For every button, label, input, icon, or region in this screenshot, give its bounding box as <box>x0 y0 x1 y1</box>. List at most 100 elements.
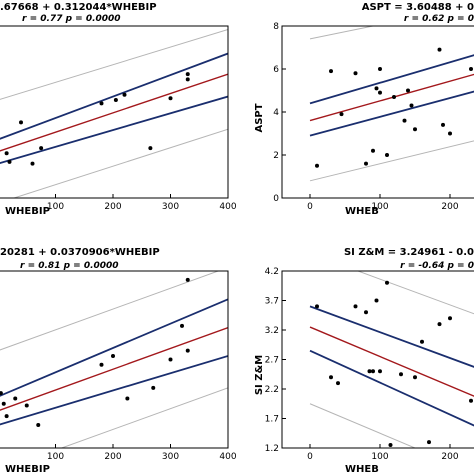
panel-bottom-left-plot-area <box>0 271 228 448</box>
panel-top-left-regression-line <box>0 73 228 152</box>
panel-top-left-x-tick-label: 400 <box>219 202 236 212</box>
panel-bottom-left-data-point <box>13 396 18 401</box>
panel-top-right-y-tick-label: 8 <box>273 22 279 32</box>
panel-top-left-data-point <box>7 159 12 164</box>
panel-top-right-data-point <box>364 161 368 166</box>
panel-top-right-data-point <box>409 103 414 108</box>
panel-bottom-right-x-tick-label: 200 <box>441 452 458 462</box>
panel-top-left-data-point <box>113 97 118 102</box>
panel-bottom-right-stats: r = -0.64 p = 0 <box>400 261 474 271</box>
panel-bottom-right-x-tick-label: 100 <box>371 452 388 462</box>
panel-top-right-title: ASPT = 3.60488 + 0 <box>362 2 474 13</box>
panel-top-right-data-point <box>371 148 375 153</box>
panel-top-right-data-point <box>315 163 319 168</box>
panel-bottom-right-data-point <box>364 310 368 315</box>
panel-top-left-data-point <box>30 161 35 166</box>
panel-top-left-data-point <box>99 101 104 106</box>
panel-bottom-left-data-point <box>36 422 41 427</box>
panel-top-left-xlabel: WHEBIP <box>5 206 50 217</box>
panel-bottom-right-regression-line <box>309 326 474 397</box>
panel-bottom-right-data-point <box>385 280 389 285</box>
panel-top-right-data-point <box>441 122 445 127</box>
panel-top-left-title: .67668 + 0.312044*WHEBIP <box>0 2 157 13</box>
panel-bottom-right-data-point <box>378 369 382 374</box>
panel-bottom-right-data-point <box>329 375 333 380</box>
panel-bottom-left-xlabel: WHEBIP <box>5 464 50 474</box>
panel-bottom-right: SI Z&M = 3.24961 - 0.0 r = -0.64 p = 0 S… <box>254 247 474 474</box>
panel-bottom-left: 20281 + 0.0370906*WHEBIP r = 0.81 p = 0.… <box>0 247 237 474</box>
panel-bottom-left-data-point <box>1 401 6 406</box>
panel-bottom-right-prediction-lower-line <box>309 403 417 448</box>
panel-top-right-frame <box>281 25 474 199</box>
panel-bottom-left-prediction-upper-line <box>0 271 220 351</box>
panel-bottom-right-xlabel: WHEB <box>345 464 379 474</box>
panel-bottom-right-y-tick-label: 3.2 <box>265 326 279 336</box>
panel-bottom-right-y-tick-label: 4.2 <box>265 267 279 277</box>
panel-top-right-data-point <box>378 67 382 71</box>
panel-bottom-right-data-point <box>374 298 379 303</box>
panel-bottom-left-data-point <box>185 277 190 282</box>
panel-top-right-data-point <box>353 71 358 76</box>
panel-bottom-left-x-tick-label: 100 <box>47 452 64 462</box>
panel-bottom-right-data-point <box>413 375 417 380</box>
panel-bottom-left-confidence-lower-line <box>0 355 228 426</box>
panel-top-right-stats: r = 0.62 p = 0 <box>404 14 474 24</box>
panel-top-right-x-tick-label: 100 <box>371 202 388 212</box>
panel-top-right-confidence-lower-line <box>309 90 474 137</box>
panel-top-right-data-point <box>339 112 344 117</box>
panel-bottom-right-data-point <box>437 322 442 327</box>
panel-bottom-right-frame <box>281 270 474 449</box>
panel-top-right-prediction-upper-line <box>309 26 376 40</box>
panel-bottom-right-data-point <box>469 398 473 403</box>
panel-top-right-confidence-upper-line <box>309 54 474 105</box>
panel-bottom-left-data-point <box>111 353 115 358</box>
panel-bottom-right-data-point <box>367 369 372 374</box>
panel-top-right-prediction-lower-line <box>309 140 474 182</box>
panel-bottom-left-data-point <box>24 403 29 408</box>
panel-top-right-data-point <box>329 69 333 74</box>
panel-top-right-data-point <box>448 131 452 136</box>
panel-top-right-data-point <box>378 90 382 95</box>
panel-bottom-left-confidence-upper-line <box>0 298 228 397</box>
panel-top-left-prediction-lower-line <box>12 128 228 198</box>
panel-top-right-plot-area <box>309 26 474 182</box>
panel-top-left-data-point <box>4 151 9 156</box>
panel-bottom-left-data-point <box>125 396 130 401</box>
panel-top-right-data-point <box>469 67 473 71</box>
panel-top-right-data-point <box>413 127 417 132</box>
panel-top-right: ASPT = 3.60488 + 0 r = 0.62 p = 0 ASPT W… <box>254 2 474 217</box>
panel-bottom-right-data-point <box>448 316 452 321</box>
panel-top-right-x-tick-label: 0 <box>307 202 313 212</box>
panel-bottom-left-data-point <box>180 323 184 328</box>
panel-top-left-plot-area <box>0 28 228 198</box>
panel-bottom-left-data-point <box>99 362 104 367</box>
panel-bottom-left-data-point <box>4 414 9 419</box>
panel-bottom-left-x-tick-label: 300 <box>162 452 179 462</box>
panel-top-right-data-point <box>402 118 407 123</box>
panel-top-right-data-point <box>437 47 442 52</box>
panel-bottom-left-frame <box>0 270 229 449</box>
panel-top-left-x-tick-label: 300 <box>162 202 179 212</box>
panel-bottom-right-confidence-upper-line <box>309 305 474 368</box>
panel-bottom-right-y-tick-label: 1.2 <box>265 444 279 454</box>
panel-bottom-right-x-tick-label: 0 <box>307 452 313 462</box>
panel-top-left-data-point <box>19 120 23 125</box>
panel-bottom-right-y-tick-label: 2.7 <box>265 356 279 366</box>
panel-top-right-data-point <box>374 86 379 91</box>
panel-bottom-right-data-point <box>399 372 403 377</box>
panel-top-right-data-point <box>385 153 389 157</box>
panel-bottom-left-data-point <box>151 385 156 390</box>
panel-top-left-prediction-upper-line <box>0 28 228 100</box>
panel-top-left-x-tick-label: 100 <box>47 202 64 212</box>
panel-bottom-right-data-point <box>371 369 375 374</box>
panel-top-left-confidence-lower-line <box>0 95 228 164</box>
panel-top-right-xlabel: WHEB <box>345 206 379 217</box>
panel-bottom-left-stats: r = 0.81 p = 0.0000 <box>20 261 119 271</box>
panel-bottom-right-data-point <box>420 339 424 344</box>
panel-top-right-data-point <box>392 94 396 99</box>
panel-top-right-data-point <box>406 88 410 93</box>
panel-bottom-right-data-point <box>336 381 340 386</box>
panel-top-left-stats: r = 0.77 p = 0.0000 <box>22 14 121 24</box>
panel-top-right-y-tick-label: 0 <box>273 194 279 204</box>
